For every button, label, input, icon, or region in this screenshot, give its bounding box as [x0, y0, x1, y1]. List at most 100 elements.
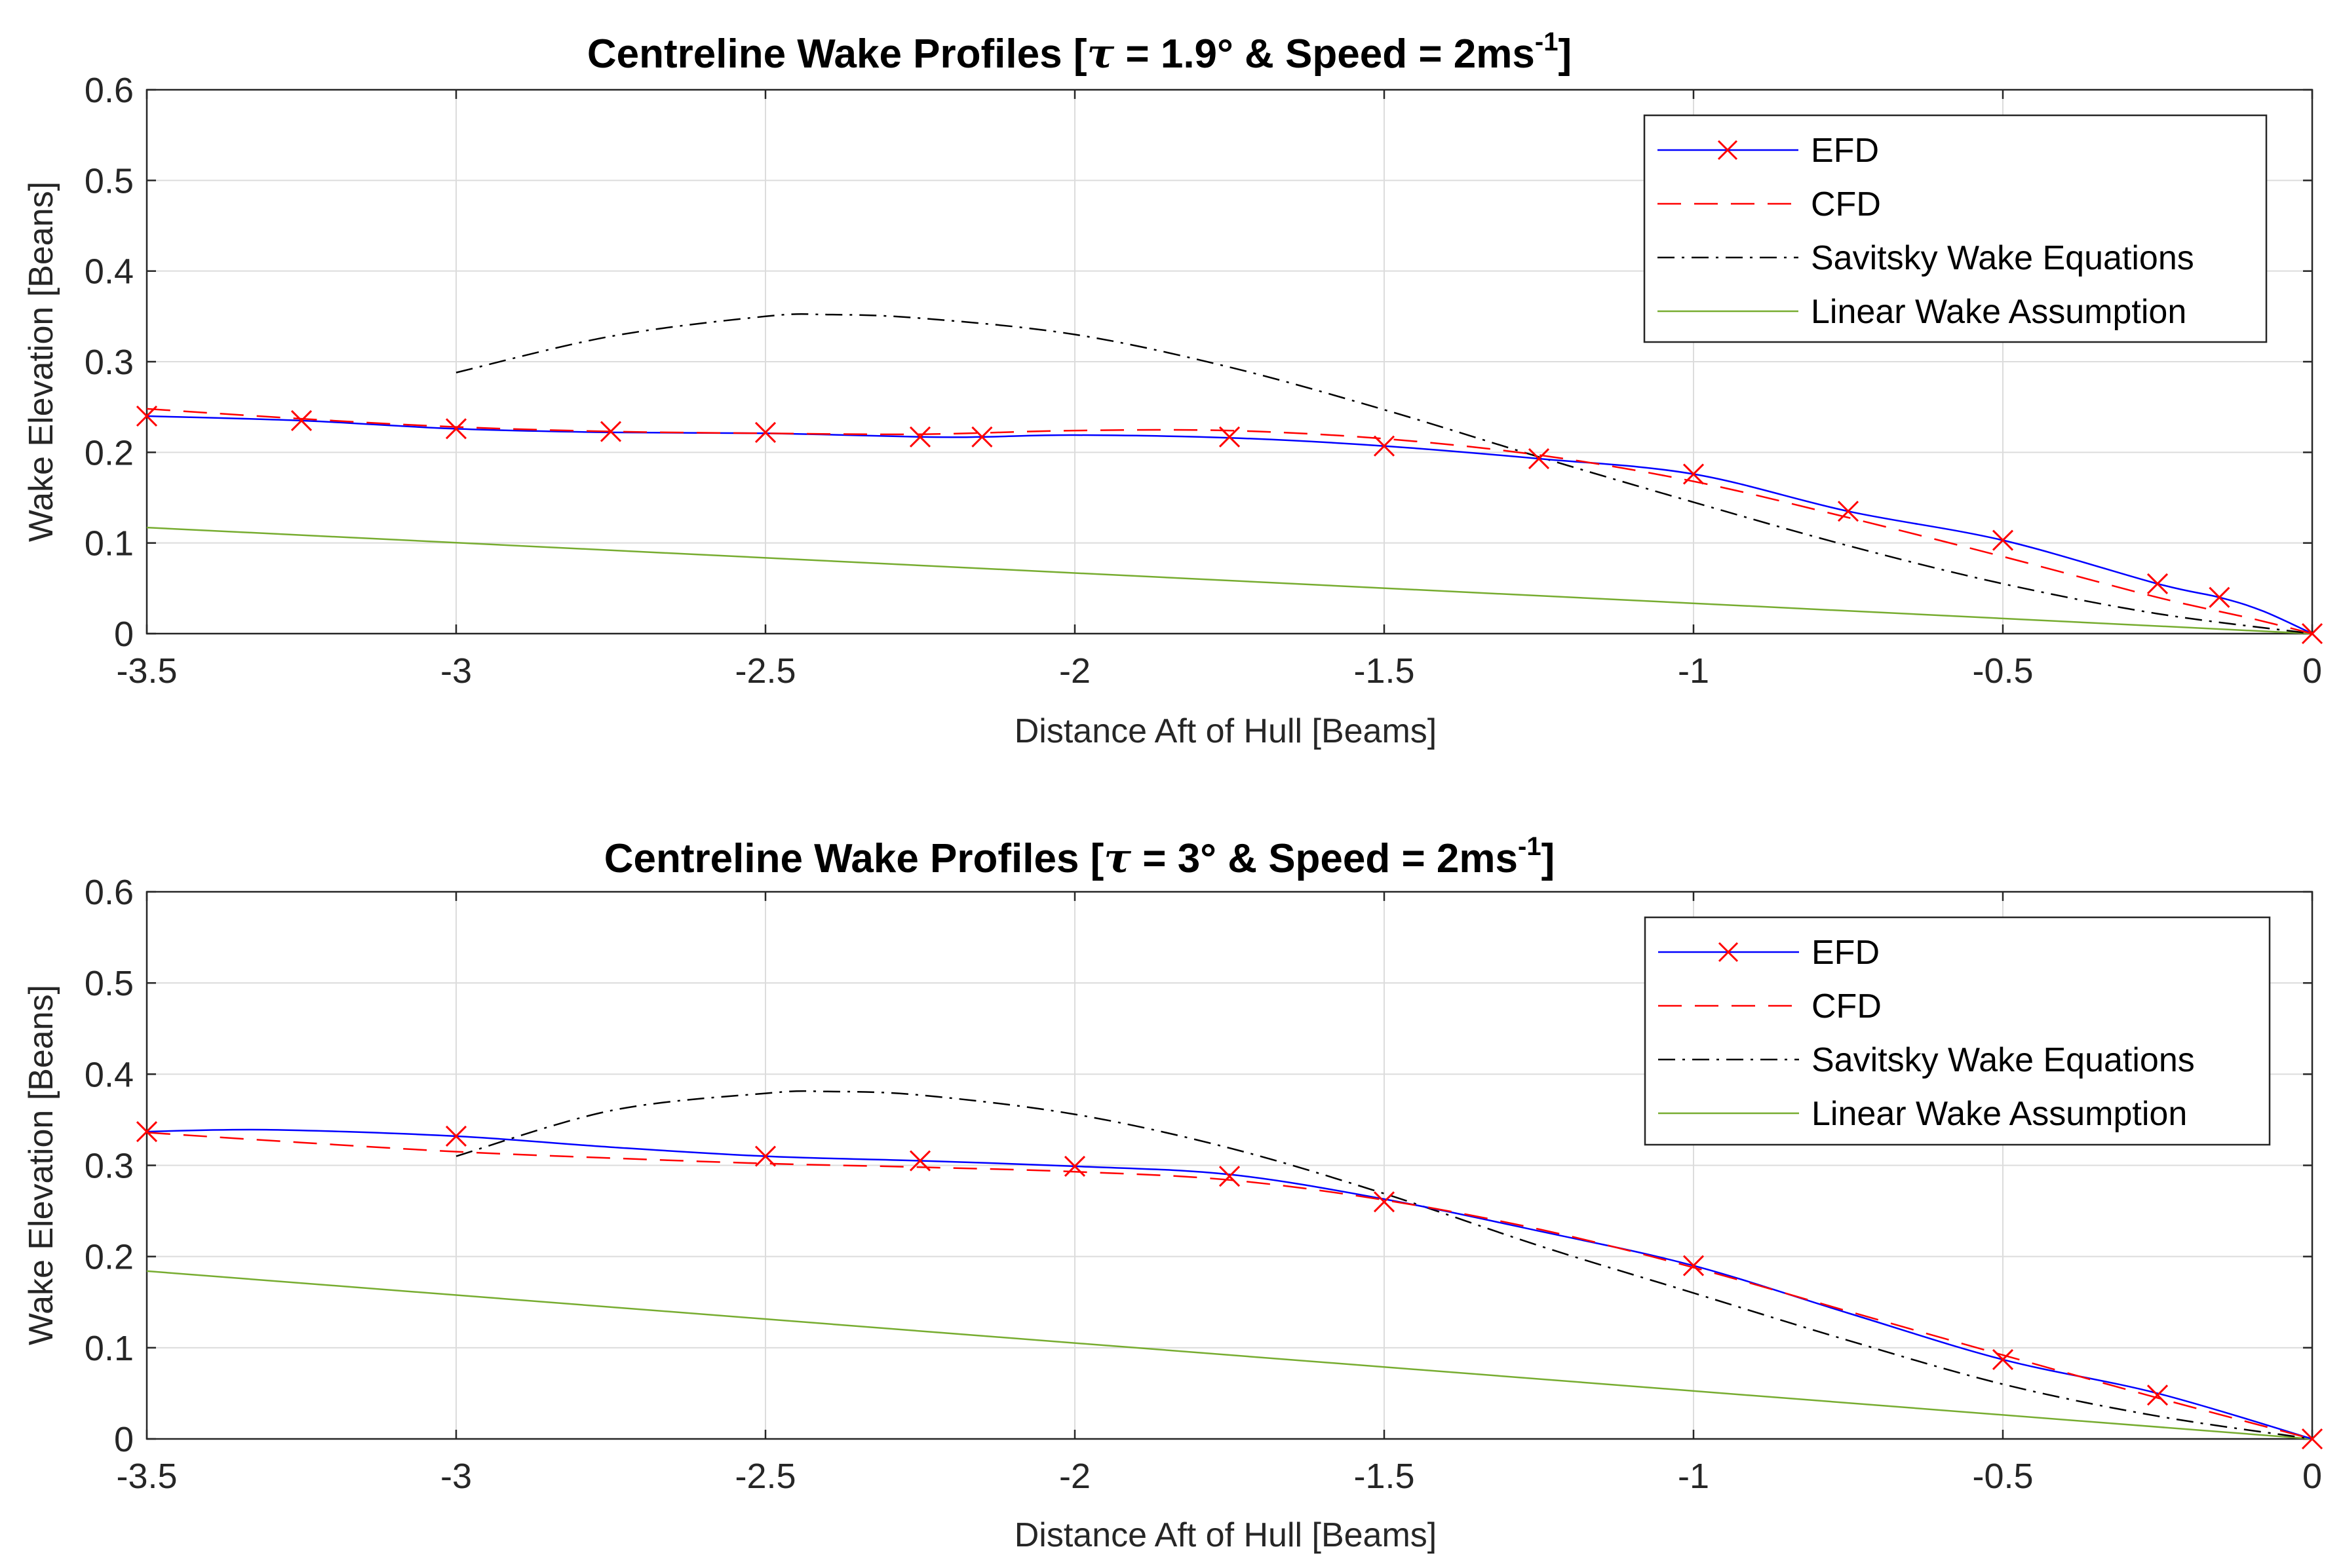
y-tick-label: 0.1	[85, 524, 134, 564]
y-tick-label: 0.5	[85, 964, 134, 1003]
efd-data-point	[136, 1120, 158, 1143]
x-tick-label: 0	[2302, 1457, 2322, 1496]
legend-label-savitsky: Savitsky Wake Equations	[1811, 1041, 2195, 1079]
series-line-savitsky-wake-equations	[455, 1090, 2313, 1440]
series-line-linear-wake-assumption	[146, 526, 2313, 635]
legend-entry-savitsky: Savitsky Wake Equations	[1657, 239, 2194, 277]
x-tick-label: -3	[440, 1457, 472, 1496]
efd-data-point	[909, 426, 931, 448]
legend-label-savitsky: Savitsky Wake Equations	[1811, 239, 2194, 277]
x-tick-label: -0.5	[1972, 1457, 2033, 1496]
y-tick-label: 0.4	[85, 1055, 134, 1094]
series-line-savitsky-wake-equations	[455, 313, 2313, 635]
efd-data-point	[754, 1145, 777, 1167]
x-ticks: -3.5 -3 -2.5 -2 -1.5 -1 -0.5 0	[116, 90, 2322, 691]
legend-label-efd: EFD	[1811, 132, 1879, 170]
legend-entry-efd: EFD	[1658, 934, 1880, 972]
y-tick-label: 0.2	[85, 1238, 134, 1277]
efd-data-point	[1218, 1166, 1241, 1187]
series-line-efd	[146, 1128, 2313, 1440]
legend-entry-cfd: CFD	[1658, 987, 1882, 1025]
legend-label-efd: EFD	[1811, 934, 1880, 972]
efd-data-point	[2301, 622, 2323, 645]
y-tick-label: 0.3	[85, 343, 134, 382]
x-tick-label: -1	[1678, 651, 1709, 691]
y-ticks: 0 0.1 0.2 0.3 0.4 0.5 0.6	[85, 71, 2312, 654]
legend-label-linear: Linear Wake Assumption	[1811, 1095, 2187, 1133]
y-tick-label: 0.2	[85, 433, 134, 472]
x-tick-label: -1.5	[1353, 1457, 1414, 1496]
legend-marker-efd	[1718, 942, 1739, 963]
efd-data-point	[1373, 435, 1395, 457]
x-tick-label: -0.5	[1972, 651, 2033, 691]
y-axis-label: Wake Elevation [Beans]	[22, 182, 60, 542]
y-tick-label: 0.6	[85, 71, 134, 110]
efd-data-point	[2146, 1385, 2169, 1406]
x-tick-label: -2	[1059, 651, 1091, 691]
efd-data-point	[1682, 463, 1705, 485]
series-layer	[136, 313, 2323, 645]
legend-label-linear: Linear Wake Assumption	[1811, 293, 2186, 331]
efd-data-point	[2146, 573, 2169, 594]
legend-entry-efd: EFD	[1657, 132, 1879, 170]
y-tick-label: 0	[114, 1420, 134, 1459]
y-tick-label: 0.5	[85, 161, 134, 201]
series-line-linear-wake-assumption	[146, 1270, 2313, 1440]
legend-entry-savitsky: Savitsky Wake Equations	[1658, 1041, 2195, 1079]
x-tick-label: -3	[440, 651, 472, 691]
efd-data-point	[1373, 1191, 1395, 1213]
series-line-cfd	[146, 408, 2313, 635]
x-tick-label: -2.5	[735, 651, 796, 691]
x-tick-label: -1	[1678, 1457, 1709, 1496]
legend-box	[1644, 916, 2271, 1146]
efd-data-point	[2301, 1428, 2323, 1450]
chart-title: Centreline Wake Profiles [τ = 1.9° & Spe…	[587, 28, 1572, 77]
chart-title: Centreline Wake Profiles [τ = 3° & Speed…	[604, 832, 1555, 882]
x-tick-label: -2	[1059, 1457, 1091, 1496]
legend-entry-linear: Linear Wake Assumption	[1657, 293, 2186, 331]
efd-data-point	[136, 405, 158, 427]
y-tick-label: 0.3	[85, 1147, 134, 1186]
series-line-cfd	[146, 1132, 2313, 1440]
legend-marker-efd	[1717, 140, 1738, 161]
efd-data-point	[2209, 586, 2230, 608]
chart-top: Centreline Wake Profiles [τ = 1.9° & Spe…	[22, 28, 2323, 750]
y-axis-label: Wake Elevation [Beans]	[22, 985, 60, 1345]
x-tick-label: -1.5	[1353, 651, 1414, 691]
y-tick-label: 0.1	[85, 1329, 134, 1368]
efd-data-point	[600, 421, 622, 442]
series-layer	[136, 1090, 2323, 1450]
efd-data-point	[1837, 501, 1859, 522]
series-line-efd	[146, 415, 2313, 635]
efd-data-point	[971, 426, 993, 448]
efd-data-point	[1992, 1348, 2014, 1370]
efd-data-point	[1528, 448, 1550, 470]
chart-bottom: Centreline Wake Profiles [τ = 3° & Speed…	[22, 832, 2323, 1554]
legend-entry-linear: Linear Wake Assumption	[1658, 1095, 2187, 1133]
efd-data-point	[1992, 529, 2014, 551]
legend: EFD CFD Savitsky Wake Equations Linear W…	[1643, 114, 2268, 343]
x-tick-label: -3.5	[116, 1457, 177, 1496]
efd-data-point	[909, 1150, 931, 1172]
x-tick-label: 0	[2302, 651, 2322, 691]
x-axis-label: Distance Aft of Hull [Beams]	[1015, 1516, 1437, 1554]
y-tick-label: 0	[114, 615, 134, 654]
legend-label-cfd: CFD	[1811, 987, 1882, 1025]
x-axis-label: Distance Aft of Hull [Beams]	[1015, 712, 1437, 750]
y-tick-label: 0.6	[85, 873, 134, 912]
efd-data-point	[754, 421, 777, 443]
legend-entry-cfd: CFD	[1657, 185, 1881, 223]
efd-data-point	[1218, 426, 1241, 448]
efd-data-point	[1682, 1255, 1705, 1276]
x-tick-label: -3.5	[116, 651, 177, 691]
y-ticks: 0 0.1 0.2 0.3 0.4 0.5 0.6	[85, 873, 2312, 1459]
legend-box	[1643, 114, 2268, 343]
efd-data-point	[290, 410, 313, 431]
efd-data-point	[445, 418, 467, 440]
efd-data-point	[445, 1125, 467, 1147]
legend: EFD CFD Savitsky Wake Equations Linear W…	[1644, 916, 2271, 1146]
x-ticks: -3.5 -3 -2.5 -2 -1.5 -1 -0.5 0	[116, 892, 2322, 1496]
efd-data-point	[1064, 1155, 1086, 1177]
legend-label-cfd: CFD	[1811, 185, 1881, 223]
